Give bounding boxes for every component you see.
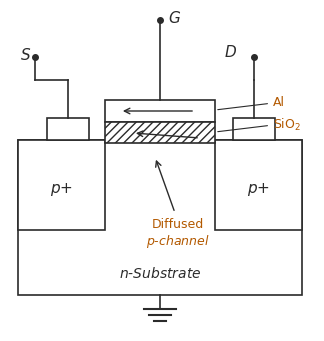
Text: $n$-Substrate: $n$-Substrate (119, 266, 201, 281)
Bar (215, 140, 302, 230)
Text: $D$: $D$ (224, 44, 237, 60)
Text: $S$: $S$ (20, 47, 31, 63)
Text: Al: Al (218, 97, 285, 110)
Text: $p$+: $p$+ (50, 181, 73, 198)
Text: $G$: $G$ (168, 10, 181, 26)
Bar (47, 118, 89, 140)
Bar (105, 100, 215, 122)
Bar (18, 140, 302, 295)
Bar (105, 122, 215, 143)
Text: $p$-channel: $p$-channel (146, 233, 210, 250)
Bar (233, 118, 275, 140)
Text: $p$+: $p$+ (247, 181, 270, 198)
Text: SiO$_2$: SiO$_2$ (218, 117, 301, 133)
Bar (18, 140, 105, 230)
Text: Diffused: Diffused (152, 218, 204, 231)
